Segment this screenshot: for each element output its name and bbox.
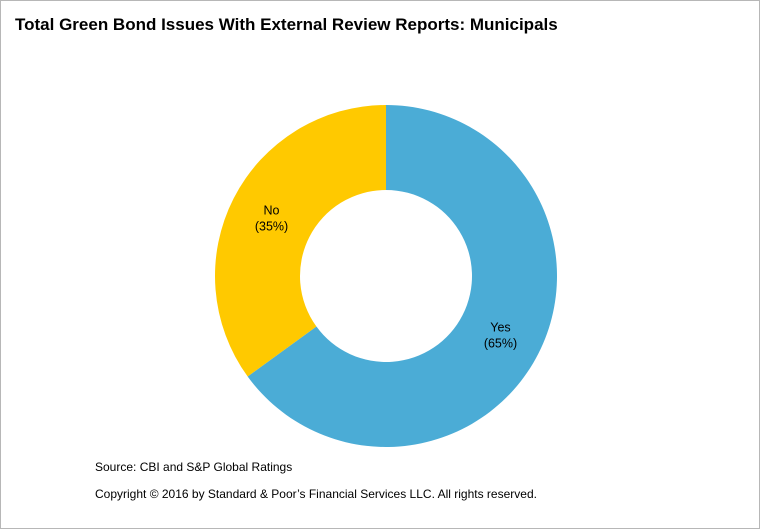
- slice-label-yes: Yes (65%): [484, 320, 517, 350]
- source-note: Source: CBI and S&P Global Ratings: [95, 460, 293, 474]
- copyright-note: Copyright © 2016 by Standard & Poor’s Fi…: [95, 487, 537, 501]
- chart-title: Total Green Bond Issues With External Re…: [15, 15, 558, 34]
- donut-labels: Yes (65%) No (35%): [255, 204, 517, 351]
- slice-yes: [247, 105, 558, 448]
- slice-no: [215, 105, 386, 377]
- donut-slices: [215, 105, 558, 448]
- slice-label-no: No (35%): [255, 204, 288, 234]
